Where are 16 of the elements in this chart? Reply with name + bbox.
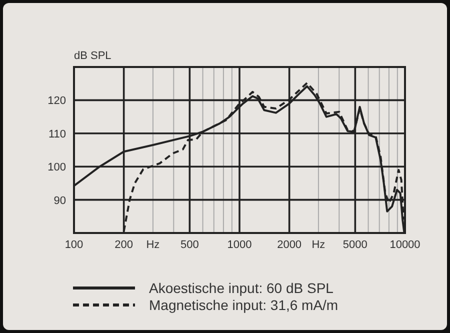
y-tick-label: 100 [48, 162, 66, 174]
legend-label: Magnetische input: 31,6 mA/m [149, 297, 338, 313]
x-tick-label: 10000 [390, 239, 420, 251]
x-tick-label: 1000 [227, 239, 252, 251]
legend-label: Akoestische input: 60 dB SPL [149, 280, 334, 296]
x-tick-label: Hz [146, 239, 160, 251]
x-tick-label: 2000 [277, 239, 302, 251]
y-tick-label: 110 [48, 128, 66, 140]
y-axis-title: dB SPL [74, 50, 112, 62]
x-tick-label: 100 [64, 239, 84, 251]
y-tick-label: 90 [54, 194, 66, 207]
y-tick-label: 120 [48, 95, 66, 108]
x-tick-label: Hz [312, 239, 326, 251]
x-tick-label: 500 [180, 239, 199, 251]
x-tick-label: 5000 [342, 239, 368, 251]
x-tick-label: 200 [114, 239, 133, 251]
